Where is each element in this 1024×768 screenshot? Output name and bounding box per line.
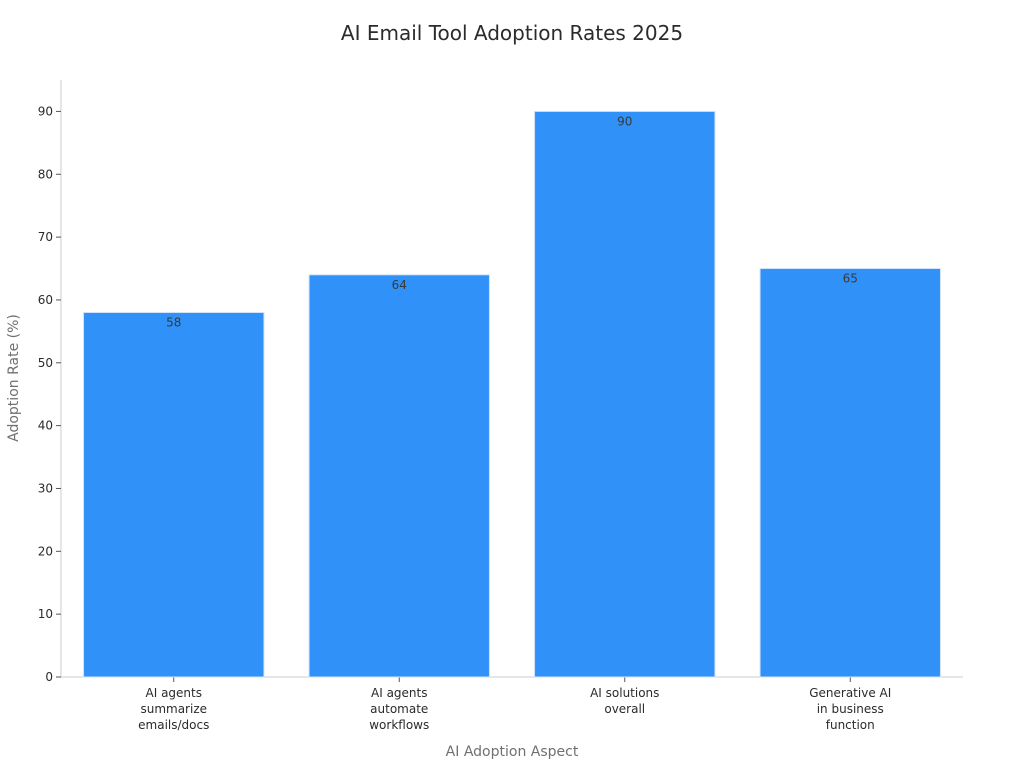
bar [759,268,941,678]
bar [534,110,716,678]
x-tick-label: AI agents automate workflows [369,686,429,732]
y-tick-label: 60 [38,293,53,307]
x-axis-label: AI Adoption Aspect [446,744,579,760]
y-tick-label: 70 [38,230,53,244]
x-axis: AI agents summarize emails/docs AI agents au… [61,676,963,732]
y-tick-label: 50 [38,356,53,370]
bar [308,274,490,678]
y-tick-label: 80 [38,167,53,181]
bar-data-label: 58 [166,316,181,330]
y-tick-label: 30 [38,481,53,495]
y-axis-label: Adoption Rate (%) [6,314,22,442]
x-tick-label: AI agents summarize emails/docs [138,686,209,732]
data-labels-group: 58 64 90 65 [166,114,858,329]
bar-data-label: 65 [843,272,858,286]
bar-data-label: 64 [392,278,407,292]
y-tick-label: 40 [38,419,53,433]
y-tick-label: 0 [45,670,53,684]
y-tick-label: 10 [38,607,53,621]
bar [83,312,265,678]
y-tick-label: 20 [38,544,53,558]
x-tick-label: Generative AI in business function [809,686,891,732]
y-tick-label: 90 [38,104,53,118]
x-tick-label: AI solutions overall [590,686,659,716]
bars-group [83,110,941,678]
chart-title: AI Email Tool Adoption Rates 2025 [341,21,683,45]
bar-data-label: 90 [617,114,632,128]
y-axis: 0 10 20 30 40 50 60 70 80 90 [38,80,62,684]
